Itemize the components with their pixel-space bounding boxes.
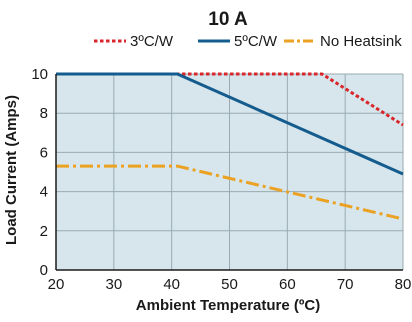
series-line-3 [56,164,404,221]
series-line-1 [56,72,404,127]
series-line-2 [56,72,404,176]
x-tick-labels: 20 30 40 50 60 70 80 [48,276,412,293]
legend-label-1: 3ºC/W [130,33,174,50]
y-tick-label: 8 [40,105,48,122]
y-tick-label: 6 [40,144,48,161]
x-tick-label: 60 [279,276,296,293]
chart-title: 10 A [208,9,248,30]
x-tick-label: 30 [105,276,122,293]
y-tick-label: 4 [40,184,48,201]
plot-area: 20 30 40 50 60 70 80 0 2 4 6 8 10 [31,66,411,293]
x-tick-label: 40 [163,276,180,293]
x-tick-label: 50 [221,276,238,293]
y-tick-label: 10 [31,66,48,83]
y-tick-labels: 0 2 4 6 8 10 [31,66,48,279]
legend: 3ºC/W 5ºC/W No Heatsink [94,33,402,50]
axes [55,74,403,271]
y-axis-label: Load Current (Amps) [3,95,20,245]
grid [56,73,404,270]
legend-label-3: No Heatsink [320,33,402,50]
series-group [56,72,404,221]
y-tick-label: 0 [40,262,48,279]
x-tick-label: 70 [337,276,354,293]
y-tick-label: 2 [40,223,48,240]
x-axis-label: Ambient Temperature (ºC) [136,297,320,314]
x-tick-label: 20 [48,276,65,293]
x-tick-label: 80 [395,276,412,293]
legend-label-2: 5ºC/W [234,33,278,50]
